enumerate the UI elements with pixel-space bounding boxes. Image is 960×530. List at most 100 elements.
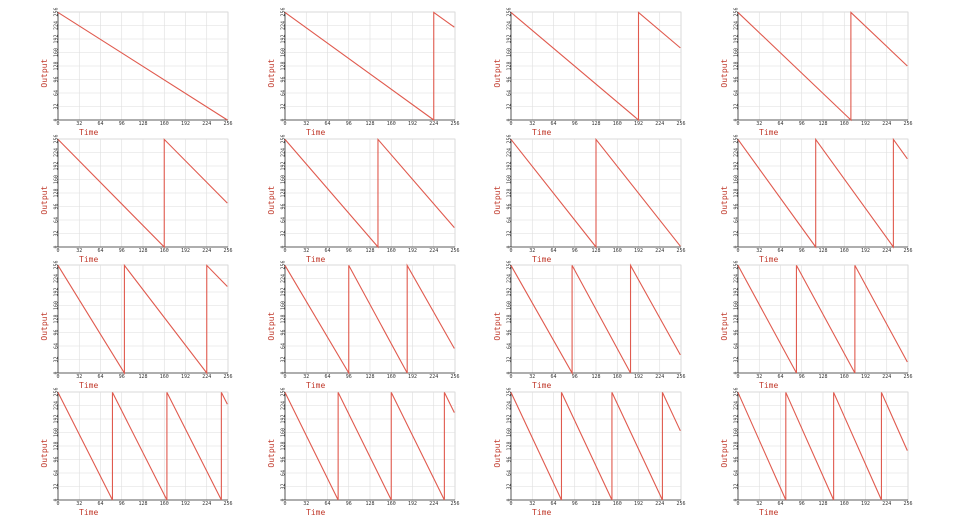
y-tick-label: 32 — [281, 230, 287, 236]
y-tick-label: 160 — [734, 428, 740, 437]
y-tick-label: 256 — [507, 387, 513, 396]
y-tick-label: 192 — [734, 287, 740, 296]
y-tick-label: 0 — [734, 118, 740, 121]
y-tick-label: 160 — [54, 301, 60, 310]
x-tick-label: 0 — [736, 248, 739, 254]
x-tick-label: 0 — [283, 248, 286, 254]
y-tick-label: 64 — [54, 470, 60, 476]
y-tick-label: 256 — [281, 260, 287, 269]
x-tick-label: 160 — [840, 501, 849, 507]
y-tick-label: 96 — [54, 329, 60, 335]
x-tick-label: 0 — [509, 121, 512, 127]
x-tick-label: 256 — [450, 248, 459, 254]
y-tick-label: 160 — [281, 428, 287, 437]
y-tick-label: 32 — [54, 483, 60, 489]
y-tick-label: 128 — [734, 61, 740, 70]
y-tick-label: 32 — [507, 230, 513, 236]
x-axis-label: Time — [759, 128, 778, 137]
y-tick-label: 224 — [507, 21, 513, 30]
x-tick-label: 128 — [818, 248, 827, 254]
y-tick-label: 64 — [54, 217, 60, 223]
x-tick-label: 64 — [550, 501, 556, 507]
y-tick-label: 224 — [54, 21, 60, 30]
panel: 0 32 64 96 128 160 192 224 256032649612816019222… — [40, 134, 233, 264]
x-tick-label: 96 — [346, 501, 352, 507]
series-line — [737, 265, 908, 374]
series-line — [57, 263, 228, 375]
x-tick-label: 224 — [882, 501, 891, 507]
x-tick-label: 192 — [181, 501, 190, 507]
x-tick-label: 224 — [429, 501, 438, 507]
panel: 0 32 64 96 128 160 192 224 256032649612816019222… — [493, 134, 686, 264]
y-tick-label: 256 — [54, 260, 60, 269]
x-tick-label: 192 — [181, 374, 190, 380]
y-tick-label: 256 — [281, 134, 287, 143]
x-tick-label: 64 — [550, 121, 556, 127]
y-tick-label: 96 — [54, 203, 60, 209]
y-tick-label: 0 — [507, 498, 513, 501]
x-tick-label: 64 — [777, 121, 783, 127]
y-tick-label: 192 — [507, 287, 513, 296]
x-tick-label: 64 — [97, 501, 103, 507]
x-tick-label: 128 — [365, 374, 374, 380]
y-tick-label: 160 — [281, 301, 287, 310]
x-tick-label: 160 — [840, 374, 849, 380]
y-tick-label: 160 — [507, 428, 513, 437]
y-tick-label: 96 — [281, 329, 287, 335]
x-tick-label: 32 — [76, 248, 82, 254]
x-axis-label: Time — [306, 381, 325, 390]
x-tick-label: 0 — [56, 121, 59, 127]
y-tick-label: 96 — [507, 203, 513, 209]
x-axis-label: Time — [532, 508, 551, 517]
x-tick-label: 0 — [509, 248, 512, 254]
y-tick-label: 32 — [507, 483, 513, 489]
y-tick-label: 128 — [507, 314, 513, 323]
x-tick-label: 224 — [429, 374, 438, 380]
x-tick-label: 96 — [799, 374, 805, 380]
x-tick-label: 224 — [882, 374, 891, 380]
y-tick-label: 32 — [734, 103, 740, 109]
y-tick-label: 160 — [54, 48, 60, 57]
y-tick-label: 192 — [507, 414, 513, 423]
y-axis-label: Output — [267, 439, 276, 468]
x-tick-label: 32 — [529, 501, 535, 507]
x-tick-label: 192 — [634, 374, 643, 380]
panel: 0 32 64 96 128 160 192 224 256032649612816019222… — [493, 7, 686, 137]
x-tick-label: 160 — [387, 248, 396, 254]
y-axis-label: Output — [267, 312, 276, 341]
x-tick-label: 256 — [676, 248, 685, 254]
y-tick-label: 96 — [281, 456, 287, 462]
y-tick-label: 256 — [734, 7, 740, 16]
x-tick-label: 128 — [138, 374, 147, 380]
y-tick-label: 160 — [507, 175, 513, 184]
y-tick-label: 0 — [734, 245, 740, 248]
x-tick-label: 224 — [202, 121, 211, 127]
y-tick-label: 256 — [281, 7, 287, 16]
x-axis-label: Time — [79, 255, 98, 264]
x-tick-label: 64 — [324, 374, 330, 380]
x-tick-label: 224 — [202, 501, 211, 507]
y-tick-label: 192 — [507, 161, 513, 170]
x-axis-label: Time — [79, 508, 98, 517]
x-tick-label: 32 — [303, 374, 309, 380]
y-tick-label: 192 — [54, 161, 60, 170]
x-tick-label: 32 — [756, 374, 762, 380]
x-tick-label: 160 — [840, 248, 849, 254]
y-tick-label: 64 — [281, 470, 287, 476]
x-tick-label: 224 — [655, 501, 664, 507]
x-tick-label: 160 — [840, 121, 849, 127]
y-axis-label: Output — [720, 59, 729, 88]
x-tick-label: 96 — [572, 374, 578, 380]
y-tick-label: 32 — [507, 103, 513, 109]
x-tick-label: 96 — [799, 121, 805, 127]
x-tick-label: 128 — [365, 248, 374, 254]
y-tick-label: 128 — [281, 441, 287, 450]
x-axis-label: Time — [532, 381, 551, 390]
x-tick-label: 256 — [450, 501, 459, 507]
x-tick-label: 192 — [861, 121, 870, 127]
y-tick-label: 0 — [54, 498, 60, 501]
x-tick-label: 96 — [119, 501, 125, 507]
x-tick-label: 32 — [303, 248, 309, 254]
x-tick-label: 160 — [160, 121, 169, 127]
y-tick-label: 192 — [54, 34, 60, 43]
